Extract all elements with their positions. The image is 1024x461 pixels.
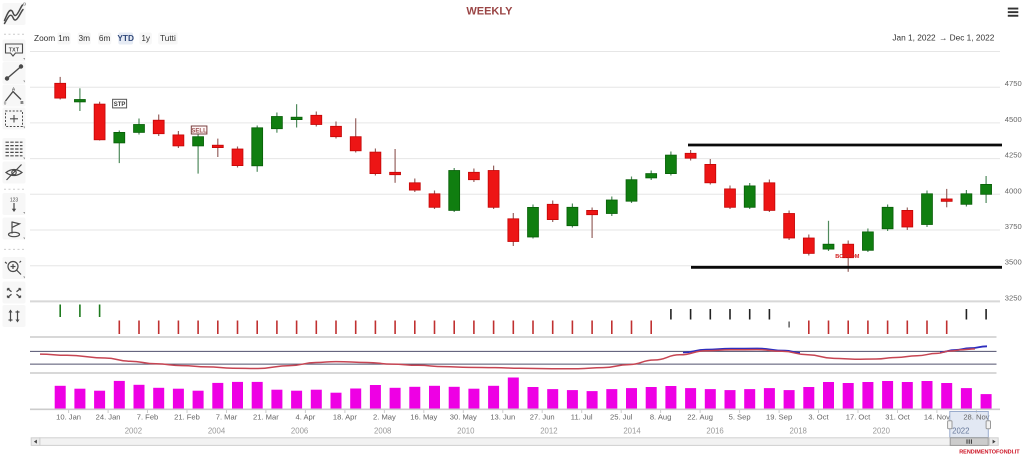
svg-text:RENDIMENTOFONDI.IT: RENDIMENTOFONDI.IT [959, 450, 1020, 456]
svg-text:3. Oct: 3. Oct [808, 413, 829, 422]
svg-text:1y: 1y [141, 33, 151, 43]
svg-text:2010: 2010 [457, 427, 475, 436]
svg-text:11. Jul: 11. Jul [571, 413, 593, 422]
svg-text:TXT: TXT [9, 47, 20, 53]
svg-text:27. Jun: 27. Jun [530, 413, 555, 422]
svg-text:WEEKLY: WEEKLY [466, 6, 513, 18]
svg-text:19. Sep: 19. Sep [766, 413, 792, 422]
svg-text:BOTTOM: BOTTOM [835, 254, 859, 260]
svg-text:STP: STP [114, 102, 126, 108]
svg-text:8. Aug: 8. Aug [650, 413, 672, 422]
svg-text:2008: 2008 [374, 427, 391, 436]
svg-text:YTD: YTD [117, 33, 134, 43]
svg-text:123: 123 [10, 198, 19, 204]
svg-text:B: B [20, 100, 24, 105]
svg-text:7. Feb: 7. Feb [137, 413, 159, 422]
svg-text:2002: 2002 [125, 427, 142, 436]
svg-text:4750: 4750 [1005, 79, 1022, 88]
svg-text:2016: 2016 [706, 427, 723, 436]
svg-text:21. Mar: 21. Mar [253, 413, 279, 422]
svg-text:Zoom: Zoom [34, 33, 55, 43]
svg-text:10. Jan: 10. Jan [56, 413, 81, 422]
svg-text:3500: 3500 [1005, 258, 1022, 267]
svg-text:2012: 2012 [540, 427, 557, 436]
svg-text:16. May: 16. May [410, 413, 437, 422]
svg-text:13. Jun: 13. Jun [490, 413, 515, 422]
svg-text:2020: 2020 [873, 427, 891, 436]
svg-text:1m: 1m [58, 33, 70, 43]
svg-text:22. Aug: 22. Aug [687, 413, 713, 422]
svg-text:2022: 2022 [952, 427, 969, 436]
svg-text:Jan 1, 2022: Jan 1, 2022 [892, 33, 936, 43]
svg-text:3750: 3750 [1005, 222, 1022, 231]
svg-text:3250: 3250 [1005, 293, 1022, 302]
svg-text:2004: 2004 [208, 427, 226, 436]
svg-text:2014: 2014 [623, 427, 641, 436]
svg-text:24. Jan: 24. Jan [96, 413, 121, 422]
svg-text:4000: 4000 [1005, 186, 1022, 195]
svg-text:30. May: 30. May [450, 413, 477, 422]
svg-text:28. Nov: 28. Nov [963, 413, 989, 422]
svg-text:4500: 4500 [1005, 115, 1022, 124]
svg-text:7. Mar: 7. Mar [216, 413, 238, 422]
svg-text:2. May: 2. May [373, 413, 396, 422]
svg-text:0: 0 [4, 101, 7, 106]
svg-text:31. Oct: 31. Oct [885, 413, 910, 422]
svg-text:4. Apr: 4. Apr [295, 413, 315, 422]
svg-text:2006: 2006 [291, 427, 308, 436]
svg-text:2018: 2018 [790, 427, 807, 436]
svg-text:17. Oct: 17. Oct [846, 413, 871, 422]
svg-text:4250: 4250 [1005, 151, 1022, 160]
svg-text:Dec 1, 2022: Dec 1, 2022 [950, 33, 995, 43]
svg-text:6m: 6m [99, 33, 111, 43]
svg-text:25. Jul: 25. Jul [610, 413, 633, 422]
svg-text:Tutti: Tutti [160, 33, 176, 43]
svg-text:→: → [939, 33, 947, 43]
svg-text:3m: 3m [79, 33, 91, 43]
svg-text:A: A [12, 87, 16, 92]
svg-text:14. Nov: 14. Nov [924, 413, 950, 422]
svg-text:18. Apr: 18. Apr [333, 413, 358, 422]
svg-text:5. Sep: 5. Sep [729, 413, 751, 422]
svg-text:21. Feb: 21. Feb [174, 413, 200, 422]
svg-text:SELL: SELL [191, 128, 207, 134]
